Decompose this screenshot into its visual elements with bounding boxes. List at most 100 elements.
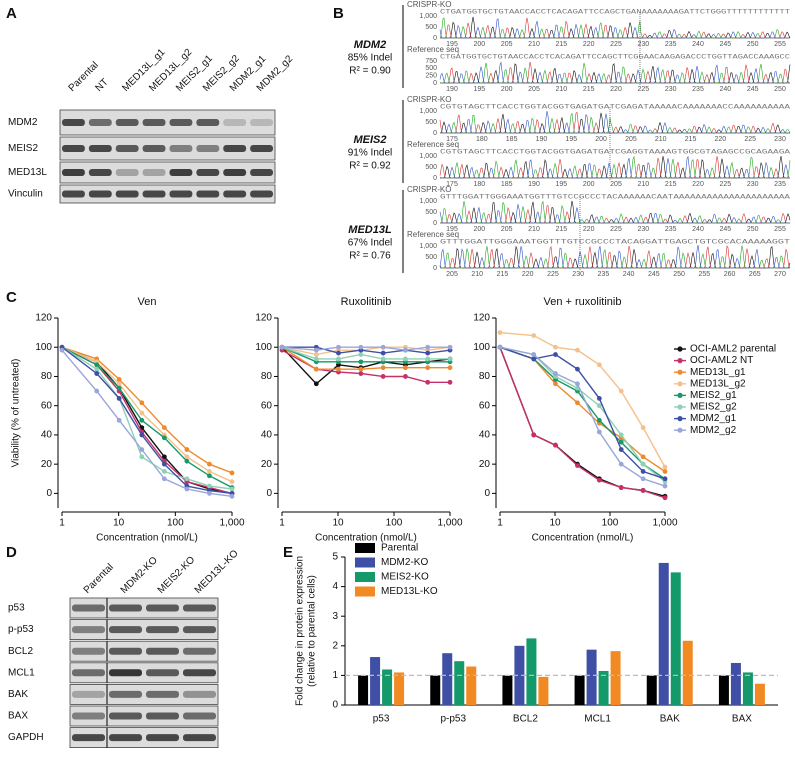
curve [499, 346, 666, 499]
y-tick-label: 80 [479, 371, 491, 382]
trace-label: CRISPR-KO [407, 0, 451, 9]
trace-x-tick: 250 [774, 86, 786, 93]
trace-y-tick: 0 [433, 35, 437, 42]
y-tick-label: 3 [332, 611, 338, 622]
band [223, 145, 247, 152]
sequence: CTGATGGTGCTGTAACCACCTCACAGATTCCAGCTGANAA… [440, 9, 791, 16]
trace-x-tick: 180 [476, 136, 488, 143]
trace-x-tick: 205 [501, 41, 513, 48]
point [596, 477, 602, 483]
curve [61, 346, 233, 495]
point [640, 488, 646, 493]
band [72, 669, 105, 677]
trace-label: Reference seq [407, 230, 459, 239]
curve [282, 346, 451, 354]
trace-x-tick: 245 [648, 271, 660, 278]
gene-label: MEIS2 [353, 134, 386, 146]
trace-x-tick: 230 [747, 181, 759, 188]
band [142, 119, 166, 126]
point [229, 470, 235, 476]
band [183, 690, 216, 698]
y-tick-label: 100 [473, 342, 490, 353]
trace-x-tick: 270 [774, 271, 786, 278]
band [62, 169, 85, 176]
band [223, 119, 247, 126]
trace-y-tick: 1,000 [419, 108, 437, 115]
legend-label: OCI-AML2 parental [690, 344, 776, 355]
lane-label: Parental [82, 562, 116, 596]
band [183, 604, 216, 612]
curve [61, 346, 233, 474]
legend-swatch [355, 543, 375, 553]
band [196, 190, 220, 198]
point [94, 371, 100, 376]
curve [499, 346, 666, 473]
point [207, 473, 212, 479]
point [184, 486, 190, 492]
point [531, 432, 537, 438]
point [553, 344, 558, 350]
point [116, 381, 122, 387]
point [313, 381, 319, 387]
trace-x-tick: 210 [555, 86, 567, 93]
point [336, 366, 341, 372]
point [161, 454, 167, 460]
sequence: CGTGTAGCTTCACCTGGTACGGTGAGATGATCGAGATAAA… [440, 104, 791, 111]
x-tick-label: 1,000 [219, 518, 244, 529]
trace-y-tick: 1,000 [419, 13, 437, 20]
x-tick-label: 10 [113, 518, 125, 529]
row-label: MEIS2 [8, 143, 38, 154]
trace-x-tick: 220 [610, 86, 622, 93]
point [403, 347, 408, 353]
point [497, 330, 503, 336]
trace-y-tick: 0 [433, 175, 437, 182]
trace-y-tick: 0 [433, 265, 437, 272]
band [183, 734, 216, 742]
band [146, 669, 179, 677]
bar [658, 562, 669, 705]
curve [61, 346, 233, 495]
row-label: MCL1 [8, 667, 35, 678]
point [618, 439, 624, 445]
trace-x-tick: 255 [698, 271, 710, 278]
point [161, 469, 167, 474]
legend-label: MDM2_g1 [690, 413, 737, 424]
point [618, 447, 624, 452]
point [447, 344, 453, 350]
point [531, 356, 537, 362]
row-label: GAPDH [8, 732, 44, 743]
trace-x-tick: 235 [692, 86, 704, 93]
bar [574, 675, 585, 705]
x-tick-label: 10 [549, 518, 561, 529]
band [62, 119, 85, 126]
point [116, 376, 122, 382]
point [425, 365, 431, 371]
band [250, 119, 273, 126]
lane-label: MED13L-KO [193, 548, 241, 596]
r-squared: R² = 0.76 [349, 251, 391, 262]
trace-y-tick: 500 [425, 24, 437, 31]
subplot-title: Ven [138, 296, 157, 308]
trace-x-tick: 210 [471, 271, 483, 278]
row-label: BAX [8, 711, 28, 722]
y-tick-label: 40 [479, 430, 491, 441]
point [94, 362, 100, 368]
bar [466, 666, 477, 705]
trace [440, 112, 791, 134]
trace-label: Reference seq [407, 45, 459, 54]
point [116, 417, 122, 423]
point [161, 425, 167, 431]
point [447, 379, 453, 385]
y-tick-label: 120 [35, 313, 52, 324]
point [139, 432, 145, 438]
band [109, 734, 142, 742]
y-tick-label: 0 [46, 488, 52, 499]
point [575, 381, 580, 387]
point [207, 461, 212, 467]
point [380, 365, 386, 371]
gene-label: MDM2 [354, 39, 386, 51]
y-tick-label: 60 [479, 400, 491, 411]
trace [439, 155, 791, 179]
trace-y-tick: 0 [433, 80, 437, 87]
curve [61, 349, 233, 497]
